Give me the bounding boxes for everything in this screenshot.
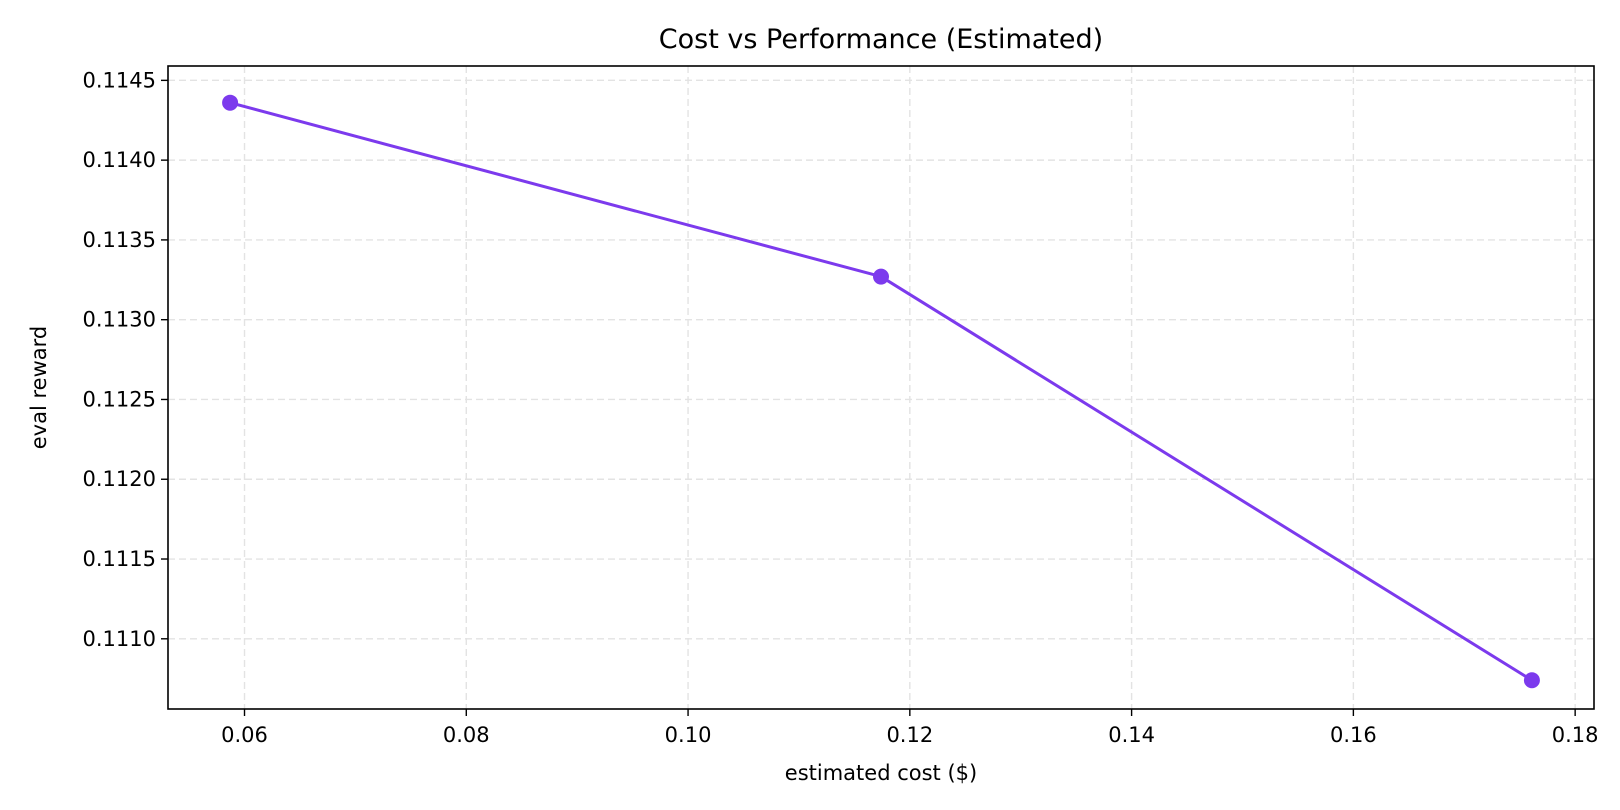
x-tick-label: 0.12 (886, 723, 933, 747)
series-layer (222, 94, 1540, 689)
y-tick-label: 0.1125 (83, 387, 156, 411)
data-point (222, 94, 239, 111)
x-tick-label: 0.16 (1330, 723, 1377, 747)
y-tick-label: 0.1145 (83, 68, 156, 92)
y-axis-title: eval reward (27, 326, 51, 449)
data-point (873, 268, 889, 285)
x-tick-label: 0.18 (1552, 723, 1599, 747)
y-tick-label: 0.1110 (83, 627, 156, 651)
grid (168, 66, 1594, 709)
x-tick-label: 0.14 (1108, 723, 1155, 747)
y-tick-label: 0.1130 (83, 308, 156, 332)
y-tick-label: 0.1140 (83, 148, 156, 172)
x-axis-title: estimated cost ($) (785, 761, 977, 785)
y-tick-label: 0.1115 (83, 547, 156, 571)
x-tick-label: 0.08 (443, 723, 490, 747)
y-tick-label: 0.1135 (83, 228, 156, 252)
x-axis: 0.06 0.08 0.10 0.12 0.14 0.16 0.18 (221, 709, 1599, 747)
plot-area-frame (167, 65, 1595, 710)
x-tick-label: 0.10 (665, 723, 712, 747)
chart-title: Cost vs Performance (Estimated) (659, 24, 1103, 55)
y-axis: 0.1110 0.1115 0.1120 0.1125 0.1130 0.1135 0.11… (83, 68, 168, 651)
x-tick-label: 0.06 (221, 723, 268, 747)
data-point (1523, 672, 1540, 689)
y-tick-label: 0.1120 (83, 467, 156, 491)
